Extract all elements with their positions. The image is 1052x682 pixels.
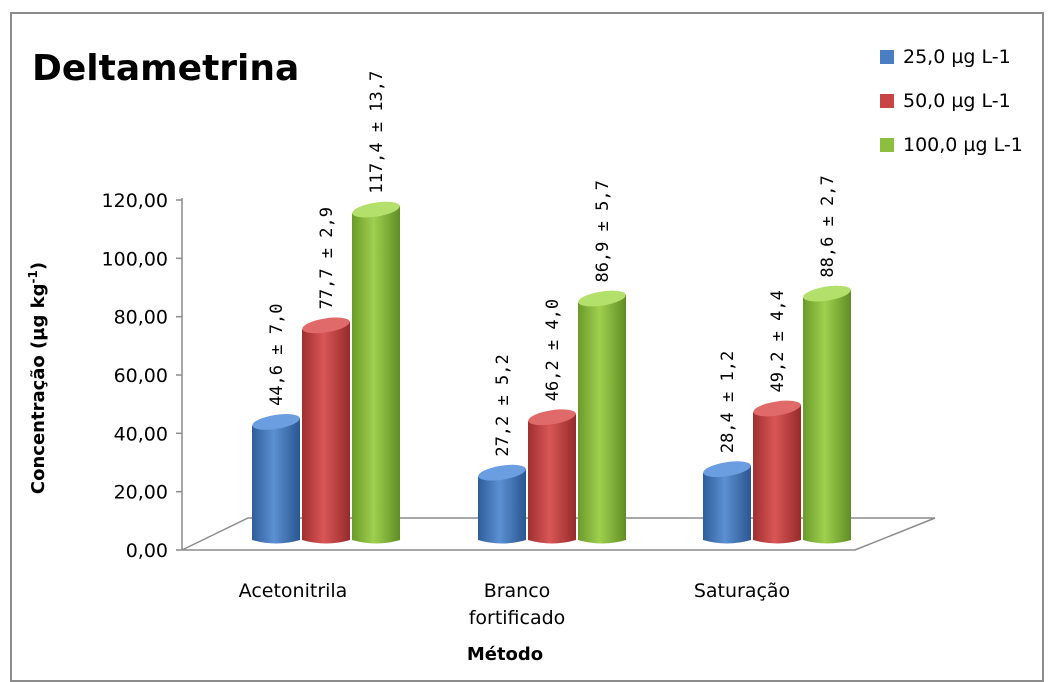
data-label: 117,4 ± 13,7 — [367, 71, 387, 194]
bar — [352, 201, 400, 544]
legend-swatch — [880, 94, 894, 108]
bar-body — [753, 404, 801, 544]
y-tick-label: 0,00 — [126, 540, 168, 562]
data-label: 88,6 ± 2,7 — [818, 175, 838, 277]
y-tick-label: 80,00 — [114, 307, 168, 329]
bar — [803, 285, 851, 544]
bar-cap — [528, 409, 576, 426]
bar — [478, 464, 526, 544]
y-axis-title: Concentração (µg kg-1) — [26, 262, 49, 494]
bar-cap — [753, 400, 801, 417]
legend-label: 50,0 µg L-1 — [903, 90, 1011, 112]
bar — [753, 400, 801, 544]
data-label: 28,4 ± 1,2 — [718, 351, 738, 453]
data-label: 86,9 ± 5,7 — [593, 180, 613, 282]
legend-label: 25,0 µg L-1 — [903, 46, 1011, 68]
y-axis: 0,00 20,00 40,00 60,00 80,00 100,00 120,00 — [102, 190, 182, 562]
bar-cap — [578, 290, 626, 307]
data-label: 49,2 ± 4,4 — [768, 290, 788, 392]
data-label: 46,2 ± 4,0 — [543, 299, 563, 401]
bar-cap — [478, 464, 526, 481]
bar-body — [578, 294, 626, 544]
y-tick-label: 20,00 — [114, 482, 168, 504]
bar — [528, 409, 576, 544]
bar — [578, 290, 626, 544]
x-axis-categories: Acetonitrila Branco fortificado Saturação — [239, 580, 791, 629]
bar-body — [302, 321, 350, 544]
bar-body — [703, 465, 751, 544]
category-label: Acetonitrila — [239, 580, 348, 602]
legend: 25,0 µg L-1 50,0 µg L-1 100,0 µg L-1 — [880, 46, 1023, 156]
data-label: 44,6 ± 7,0 — [267, 304, 287, 406]
bar-body — [352, 205, 400, 544]
y-tick-label: 100,00 — [102, 248, 168, 270]
bar-body — [252, 417, 300, 544]
category-label: Branco — [484, 580, 551, 602]
bars — [252, 201, 851, 544]
category-label: Saturação — [694, 580, 790, 602]
bar-cap — [703, 461, 751, 478]
bar-cap — [252, 414, 300, 430]
bar — [252, 414, 300, 544]
bar-body — [803, 289, 851, 544]
bar — [302, 317, 350, 544]
y-tick-label: 40,00 — [114, 423, 168, 445]
data-label: 77,7 ± 2,9 — [317, 207, 337, 309]
category-label: fortificado — [469, 607, 566, 629]
chart: Deltametrina 0,00 20,00 40,00 60,00 80,00 100… — [26, 46, 1023, 665]
chart-title: Deltametrina — [32, 48, 299, 89]
legend-swatch — [880, 50, 894, 64]
legend-swatch — [880, 138, 894, 152]
y-tick-label: 120,00 — [102, 190, 168, 212]
data-label: 27,2 ± 5,2 — [493, 354, 513, 456]
x-axis-title: Método — [467, 644, 543, 665]
bar-cap — [302, 317, 350, 334]
legend-label: 100,0 µg L-1 — [903, 134, 1023, 156]
data-labels: 44,6 ± 7,0 77,7 ± 2,9 117,4 ± 13,7 27,2 ± 5… — [267, 71, 838, 457]
bar-body — [478, 468, 526, 544]
bar — [703, 461, 751, 544]
y-tick-label: 60,00 — [114, 365, 168, 387]
bar-cap — [352, 201, 400, 218]
bar-body — [528, 413, 576, 544]
bar-cap — [803, 285, 851, 302]
